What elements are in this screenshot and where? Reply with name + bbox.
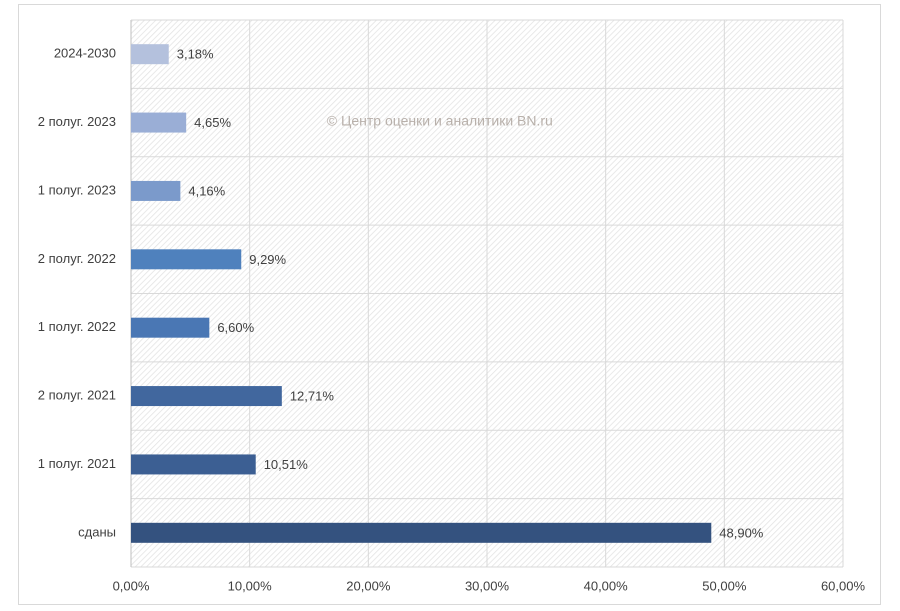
category-label: 1 полуг. 2022 bbox=[38, 319, 116, 334]
x-tick-label: 20,00% bbox=[346, 578, 391, 593]
data-label: 9,29% bbox=[249, 252, 286, 267]
x-tick-label: 0,00% bbox=[113, 578, 150, 593]
x-tick-labels: 0,00% 10,00% 20,00% 30,00% 40,00% 50,00% 60,00… bbox=[113, 578, 866, 593]
data-label: 10,51% bbox=[264, 457, 309, 472]
x-tick-label: 10,00% bbox=[228, 578, 273, 593]
data-label: 4,65% bbox=[194, 115, 231, 130]
data-label: 6,60% bbox=[217, 320, 254, 335]
bar bbox=[131, 454, 256, 475]
category-label: 1 полуг. 2021 bbox=[38, 456, 116, 471]
category-label: 1 полуг. 2023 bbox=[38, 182, 116, 197]
data-label: 3,18% bbox=[177, 47, 214, 62]
gridlines bbox=[130, 19, 844, 568]
bar bbox=[131, 112, 187, 133]
x-tick-label: 60,00% bbox=[821, 578, 866, 593]
bar bbox=[131, 180, 181, 201]
watermark-text: © Центр оценки и аналитики BN.ru bbox=[327, 112, 553, 128]
bar bbox=[131, 249, 242, 270]
data-labels: 3,18% 4,65% 4,16% 9,29% 6,60% 12,71% 10,51% 48,… bbox=[177, 47, 764, 541]
bar bbox=[131, 317, 210, 338]
bar bbox=[131, 386, 282, 407]
x-tick-label: 30,00% bbox=[465, 578, 510, 593]
category-label: 2024-2030 bbox=[54, 46, 116, 61]
data-label: 4,16% bbox=[188, 183, 225, 198]
category-label: 2 полуг. 2022 bbox=[38, 251, 116, 266]
bars bbox=[131, 44, 712, 543]
category-label: сданы bbox=[78, 524, 116, 539]
category-label: 2 полуг. 2021 bbox=[38, 388, 116, 403]
x-tick-label: 50,00% bbox=[702, 578, 747, 593]
x-tick-label: 40,00% bbox=[584, 578, 629, 593]
data-label: 12,71% bbox=[290, 389, 335, 404]
data-label: 48,90% bbox=[719, 525, 764, 540]
bar bbox=[131, 44, 169, 65]
category-label: 2 полуг. 2023 bbox=[38, 114, 116, 129]
bar bbox=[131, 522, 712, 543]
category-labels: 2024-2030 2 полуг. 2023 1 полуг. 2023 2 пол… bbox=[38, 46, 116, 540]
